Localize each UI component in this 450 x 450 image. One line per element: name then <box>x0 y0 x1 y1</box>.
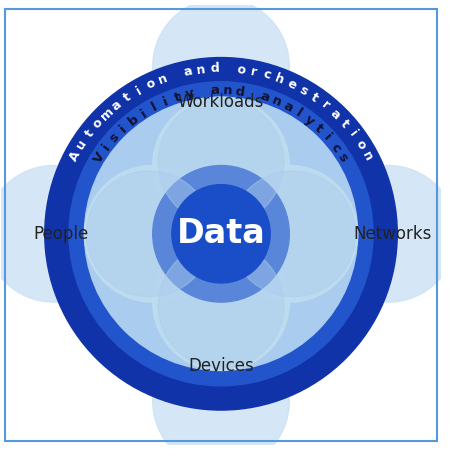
Circle shape <box>153 333 289 450</box>
Text: People: People <box>34 225 89 243</box>
Text: t: t <box>312 122 325 136</box>
Text: b: b <box>126 112 141 129</box>
Text: n: n <box>196 63 207 77</box>
Text: i: i <box>100 142 113 153</box>
Text: a: a <box>328 107 342 122</box>
Text: i: i <box>346 128 359 140</box>
Text: i: i <box>321 132 334 144</box>
Text: a: a <box>281 99 295 115</box>
Text: h: h <box>273 72 286 87</box>
Text: a: a <box>183 65 194 79</box>
Text: y: y <box>302 113 316 128</box>
Circle shape <box>153 166 289 302</box>
Circle shape <box>172 184 270 283</box>
Text: n: n <box>222 84 232 98</box>
Text: l: l <box>149 100 159 114</box>
Text: A: A <box>67 149 83 163</box>
Circle shape <box>85 166 221 302</box>
Text: a: a <box>210 84 220 98</box>
Text: r: r <box>250 65 258 79</box>
Text: t: t <box>308 90 320 104</box>
Text: s: s <box>335 151 350 165</box>
Text: o: o <box>352 138 368 152</box>
Circle shape <box>230 171 356 297</box>
Text: Devices: Devices <box>188 357 254 375</box>
Text: i: i <box>134 84 144 97</box>
Circle shape <box>85 97 358 370</box>
Text: o: o <box>144 76 157 92</box>
Text: d: d <box>234 85 245 99</box>
Text: d: d <box>210 62 219 75</box>
Circle shape <box>153 234 289 370</box>
Text: s: s <box>107 130 122 145</box>
Text: y: y <box>184 87 195 101</box>
Text: i: i <box>138 107 149 120</box>
Text: i: i <box>117 122 130 135</box>
Text: t: t <box>82 128 96 140</box>
Text: m: m <box>98 105 116 123</box>
Circle shape <box>153 97 289 234</box>
Circle shape <box>45 58 397 410</box>
Text: c: c <box>328 140 343 155</box>
Text: c: c <box>261 68 272 82</box>
Text: o: o <box>236 63 246 76</box>
Text: s: s <box>297 83 310 98</box>
Text: e: e <box>285 76 298 92</box>
Text: a: a <box>258 90 271 105</box>
Text: Workloads: Workloads <box>178 93 264 111</box>
Text: t: t <box>338 117 351 130</box>
Text: Data: Data <box>177 217 266 250</box>
Text: t: t <box>173 90 183 104</box>
Text: t: t <box>122 90 134 104</box>
Circle shape <box>69 82 373 386</box>
Text: V: V <box>91 150 108 166</box>
Text: i: i <box>161 95 171 108</box>
Text: n: n <box>270 94 283 109</box>
Text: l: l <box>293 107 304 120</box>
Text: n: n <box>359 149 375 163</box>
Text: r: r <box>319 99 332 112</box>
Circle shape <box>320 166 450 302</box>
Circle shape <box>86 171 212 297</box>
Circle shape <box>221 166 358 302</box>
Text: u: u <box>74 138 90 152</box>
Text: o: o <box>90 116 105 131</box>
Text: Networks: Networks <box>353 225 432 243</box>
Circle shape <box>158 99 284 225</box>
Text: a: a <box>109 98 124 113</box>
Circle shape <box>0 166 122 302</box>
Text: n: n <box>156 72 169 87</box>
Circle shape <box>153 0 289 135</box>
Circle shape <box>158 243 284 369</box>
